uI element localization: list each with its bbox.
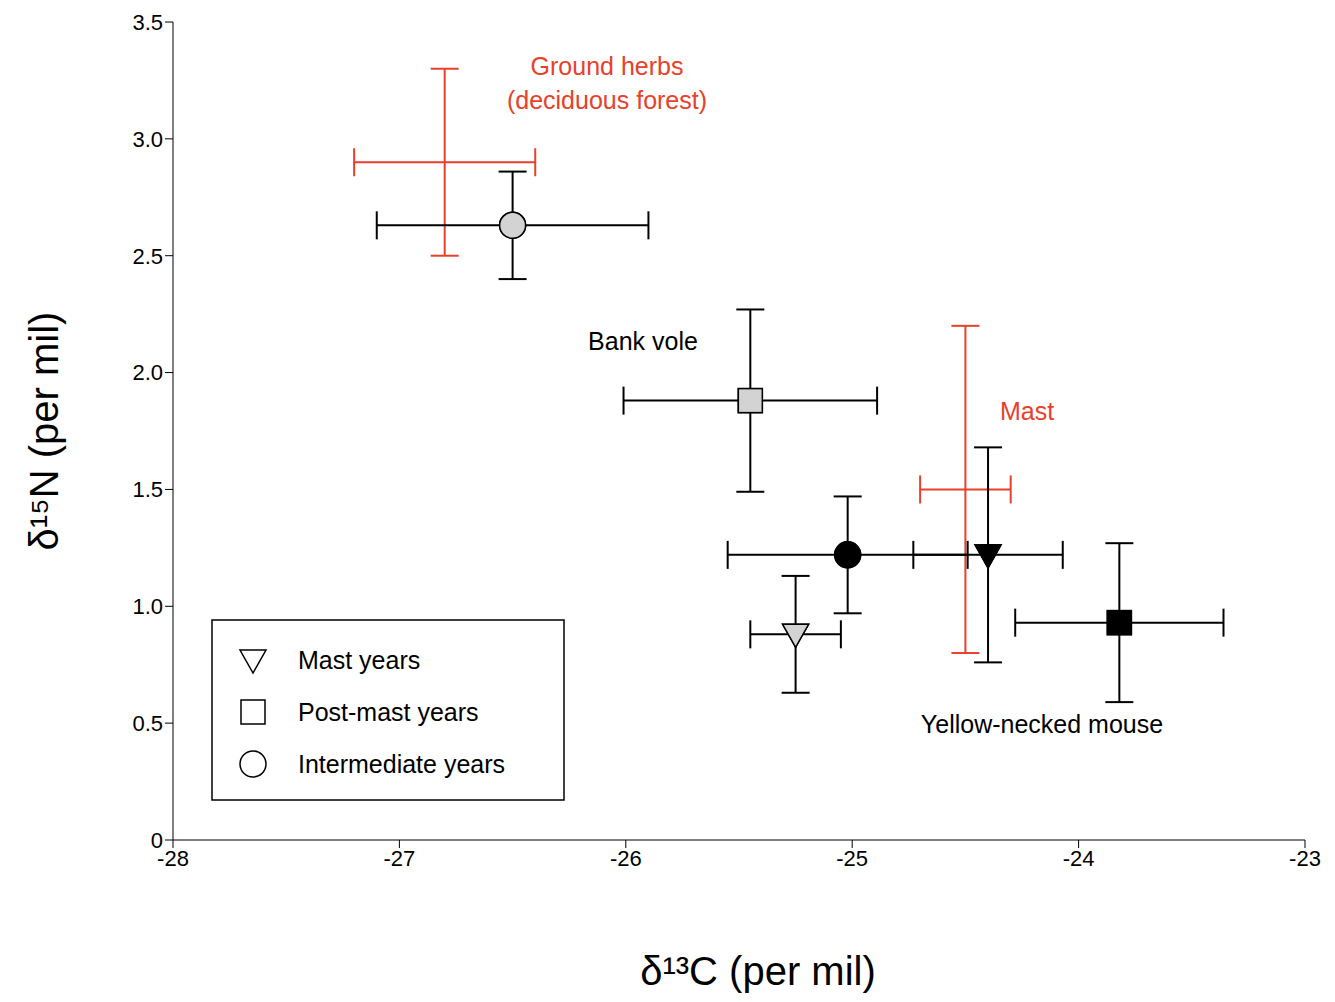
- svg-text:Ground herbs(deciduous forest): Ground herbs(deciduous forest): [507, 52, 707, 114]
- svg-text:Yellow-necked mouse: Yellow-necked mouse: [921, 710, 1163, 738]
- svg-text:Mast years: Mast years: [298, 646, 420, 674]
- svg-text:Bank vole: Bank vole: [588, 327, 698, 355]
- svg-text:Mast: Mast: [1000, 397, 1054, 425]
- svg-text:3.5: 3.5: [132, 10, 163, 35]
- svg-text:-23: -23: [1289, 846, 1321, 871]
- svg-text:-28: -28: [157, 845, 189, 871]
- svg-text:2.0: 2.0: [132, 360, 163, 385]
- svg-text:-24: -24: [1063, 846, 1095, 871]
- svg-text:2.5: 2.5: [132, 244, 163, 269]
- svg-text:-27: -27: [384, 846, 416, 871]
- svg-text:0: 0: [151, 828, 163, 853]
- svg-text:0.5: 0.5: [132, 711, 163, 736]
- svg-text:δ¹⁵N (per mil): δ¹⁵N (per mil): [22, 312, 66, 551]
- svg-text:3.0: 3.0: [132, 127, 163, 152]
- svg-text:1.5: 1.5: [132, 477, 163, 502]
- svg-text:-26: -26: [610, 846, 642, 871]
- svg-text:1.0: 1.0: [132, 594, 163, 619]
- svg-text:Intermediate years: Intermediate years: [298, 750, 505, 778]
- svg-text:-25: -25: [836, 846, 868, 871]
- svg-text:δ¹³C (per mil): δ¹³C (per mil): [640, 949, 876, 993]
- svg-text:Post-mast years: Post-mast years: [298, 698, 479, 726]
